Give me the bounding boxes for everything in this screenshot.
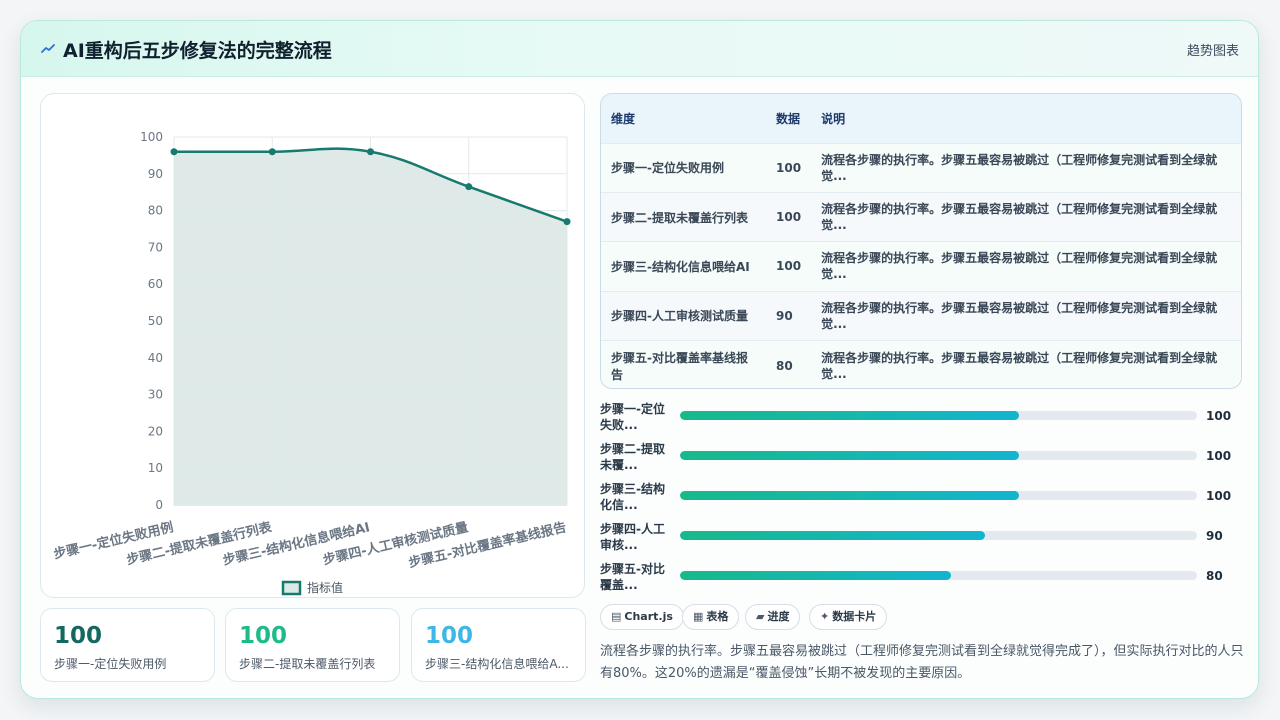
progress-value: 100 <box>1206 449 1231 463</box>
summary-text: 流程各步骤的执行率。步骤五最容易被跳过（工程师修复完测试看到全绿就觉得完成了），… <box>600 641 1245 685</box>
cell-description: 流程各步骤的执行率。步骤五最容易被跳过（工程师修复完测试看到全绿就觉... <box>811 242 1241 291</box>
y-tick-label: 50 <box>148 314 163 328</box>
legend-label: 指标值 <box>307 580 343 595</box>
progress-row: 步骤二-提取未覆... 100 <box>600 441 1242 475</box>
progress-fill <box>680 491 1019 500</box>
column-header-data: 数据 <box>766 94 811 143</box>
progress-row: 步骤一-定位失败... 100 <box>600 401 1242 435</box>
stat-label: 步骤三-结构化信息喂给A... <box>425 655 575 672</box>
trend-icon <box>41 42 55 56</box>
y-tick-label: 40 <box>148 351 163 365</box>
progress-value: 100 <box>1206 409 1231 423</box>
progress-track <box>680 451 1197 460</box>
data-table: 维度 数据 说明 步骤一-定位失败用例 100 流程各步骤的执行率。步骤五最容易… <box>600 93 1242 389</box>
cell-dimension: 步骤二-提取未覆盖行列表 <box>601 192 766 241</box>
y-tick-label: 70 <box>148 240 163 254</box>
cell-dimension: 步骤一-定位失败用例 <box>601 143 766 192</box>
data-point <box>269 148 276 155</box>
data-point <box>367 148 374 155</box>
progress-value: 80 <box>1206 569 1223 583</box>
cell-description: 流程各步骤的执行率。步骤五最容易被跳过（工程师修复完测试看到全绿就觉... <box>811 341 1241 389</box>
progress-row: 步骤四-人工审核... 90 <box>600 521 1242 555</box>
y-tick-label: 30 <box>148 388 163 402</box>
cell-description: 流程各步骤的执行率。步骤五最容易被跳过（工程师修复完测试看到全绿就觉... <box>811 192 1241 241</box>
stat-card-1: 100 步骤一-定位失败用例 <box>40 608 215 682</box>
column-header-dimension: 维度 <box>601 94 766 143</box>
y-tick-label: 0 <box>155 498 163 512</box>
table-row: 步骤三-结构化信息喂给AI 100 流程各步骤的执行率。步骤五最容易被跳过（工程… <box>601 242 1241 291</box>
sparkle-icon: ✦ <box>820 610 829 623</box>
table-row: 步骤一-定位失败用例 100 流程各步骤的执行率。步骤五最容易被跳过（工程师修复… <box>601 143 1241 192</box>
chip-label: Chart.js <box>624 610 673 623</box>
cell-description: 流程各步骤的执行率。步骤五最容易被跳过（工程师修复完测试看到全绿就觉... <box>811 291 1241 340</box>
progress-fill <box>680 571 951 580</box>
table-icon: ▦ <box>693 610 703 623</box>
x-tick-label: 步骤五-对比覆盖率基线报告 <box>407 519 568 571</box>
table-header-row: 维度 数据 说明 <box>601 94 1241 143</box>
line-chart-panel: 0 10 20 30 40 50 60 70 80 90 100 步骤一-定位失败用例 步骤二-提取未覆… <box>40 93 585 598</box>
cell-value: 100 <box>766 143 811 192</box>
y-tick-label: 90 <box>148 167 163 181</box>
cell-dimension: 步骤四-人工审核测试质量 <box>601 291 766 340</box>
y-tick-label: 20 <box>148 424 163 438</box>
card-header: AI重构后五步修复法的完整流程 趋势图表 <box>21 21 1258 77</box>
trend-chart-link[interactable]: 趋势图表 <box>1187 40 1239 59</box>
table-row: 步骤四-人工审核测试质量 90 流程各步骤的执行率。步骤五最容易被跳过（工程师修… <box>601 291 1241 340</box>
progress-icon: ▰ <box>756 610 764 623</box>
progress-fill <box>680 411 1019 420</box>
cell-value: 100 <box>766 242 811 291</box>
page-title: AI重构后五步修复法的完整流程 <box>63 36 332 63</box>
stat-label: 步骤二-提取未覆盖行列表 <box>239 655 389 672</box>
cell-value: 80 <box>766 341 811 389</box>
progress-label: 步骤四-人工审核... <box>600 521 672 553</box>
chip-data-cards[interactable]: ✦ 数据卡片 <box>809 604 887 630</box>
data-point <box>564 218 571 225</box>
stat-card-2: 100 步骤二-提取未覆盖行列表 <box>225 608 400 682</box>
cell-value: 90 <box>766 291 811 340</box>
chip-chartjs[interactable]: ▤ Chart.js <box>600 604 684 630</box>
stat-card-3: 100 步骤三-结构化信息喂给A... <box>411 608 586 682</box>
progress-label: 步骤一-定位失败... <box>600 401 672 433</box>
chip-label: 进度 <box>767 610 789 623</box>
stat-value: 100 <box>54 623 102 649</box>
chart-icon: ▤ <box>611 610 621 623</box>
progress-label: 步骤五-对比覆盖... <box>600 561 672 593</box>
progress-value: 90 <box>1206 529 1223 543</box>
y-tick-label: 60 <box>148 277 163 291</box>
progress-track <box>680 491 1197 500</box>
column-header-description: 说明 <box>811 94 1241 143</box>
data-point <box>171 148 178 155</box>
stat-value: 100 <box>425 623 473 649</box>
y-tick-label: 10 <box>148 461 163 475</box>
series-area <box>174 149 567 505</box>
progress-track <box>680 531 1197 540</box>
stat-value: 100 <box>239 623 287 649</box>
legend-swatch <box>283 582 300 594</box>
progress-fill <box>680 451 1019 460</box>
progress-value: 100 <box>1206 489 1231 503</box>
y-tick-label: 80 <box>148 204 163 218</box>
progress-track <box>680 411 1197 420</box>
progress-row: 步骤五-对比覆盖... 80 <box>600 561 1242 595</box>
line-chart: 0102030405060708090100步骤一-定位失败用例步骤二-提取未覆… <box>41 94 586 599</box>
cell-description: 流程各步骤的执行率。步骤五最容易被跳过（工程师修复完测试看到全绿就觉... <box>811 143 1241 192</box>
chip-label: 数据卡片 <box>832 610 876 623</box>
cell-dimension: 步骤五-对比覆盖率基线报告 <box>601 341 766 389</box>
chip-label: 表格 <box>706 610 728 623</box>
table-row: 步骤二-提取未覆盖行列表 100 流程各步骤的执行率。步骤五最容易被跳过（工程师… <box>601 192 1241 241</box>
progress-label: 步骤二-提取未覆... <box>600 441 672 473</box>
dashboard-card: AI重构后五步修复法的完整流程 趋势图表 0 10 20 30 40 50 60 70 80 90… <box>20 20 1259 699</box>
table-row: 步骤五-对比覆盖率基线报告 80 流程各步骤的执行率。步骤五最容易被跳过（工程师… <box>601 341 1241 389</box>
chip-progress[interactable]: ▰ 进度 <box>745 604 800 630</box>
data-point <box>465 183 472 190</box>
cell-value: 100 <box>766 192 811 241</box>
progress-track <box>680 571 1197 580</box>
progress-row: 步骤三-结构化信... 100 <box>600 481 1242 515</box>
cell-dimension: 步骤三-结构化信息喂给AI <box>601 242 766 291</box>
progress-fill <box>680 531 985 540</box>
chip-table[interactable]: ▦ 表格 <box>682 604 739 630</box>
y-tick-label: 100 <box>140 130 163 144</box>
progress-label: 步骤三-结构化信... <box>600 481 672 513</box>
stat-label: 步骤一-定位失败用例 <box>54 655 204 672</box>
